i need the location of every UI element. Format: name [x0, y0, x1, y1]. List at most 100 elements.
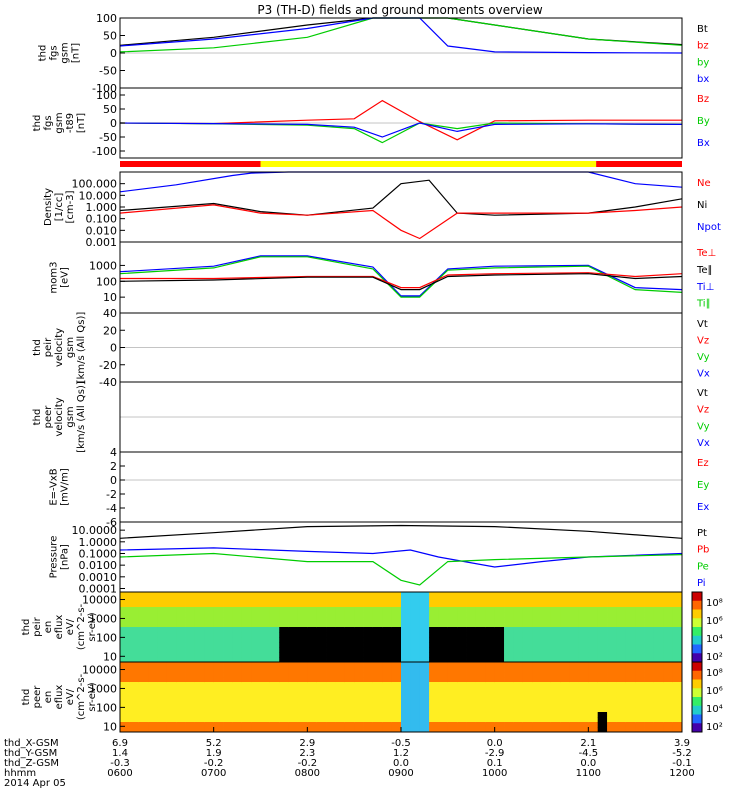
spectrogram-cell [120, 722, 130, 728]
spectrogram-cell [410, 622, 421, 628]
spectrogram-cell [120, 687, 130, 693]
spectrogram-cell [223, 707, 233, 713]
spectrogram-cell [194, 637, 205, 643]
spectrogram-cell [251, 712, 261, 718]
spectrogram-cell [672, 717, 683, 723]
colorbar-label: 10⁸ [706, 668, 723, 679]
spectrogram-cell [344, 672, 355, 678]
spectrogram-cell [419, 632, 430, 638]
spectrogram-cell [504, 657, 514, 663]
spectrogram-cell [588, 672, 599, 678]
spectrogram-cell [335, 727, 346, 733]
spectrogram-cell [578, 607, 589, 613]
spectrogram-cell [213, 642, 224, 648]
spectrogram-cell [391, 597, 402, 603]
spectrogram-cell [447, 612, 458, 618]
spectrogram-cell [176, 697, 186, 703]
spectrogram-cell [513, 702, 524, 708]
spectrogram-cell [550, 707, 561, 713]
spectrogram-cell [635, 632, 645, 638]
spectrogram-cell [279, 612, 289, 618]
spectrogram-cell [485, 682, 496, 688]
spectrogram-cell [213, 682, 224, 688]
spectrogram-cell [223, 717, 233, 723]
spectrogram-cell [653, 592, 664, 598]
spectrogram-cell [597, 692, 608, 698]
spectrogram-cell [653, 702, 664, 708]
spectrogram-cell [157, 657, 168, 663]
spectrogram-cell [635, 677, 645, 683]
spectrogram-cell [597, 707, 608, 713]
spectrogram-cell [475, 632, 486, 638]
spectrogram-cell [419, 617, 430, 623]
y-axis-label: velocity [54, 397, 65, 436]
spectrogram-cell [485, 727, 496, 733]
spectrogram-cell [363, 702, 374, 708]
spectrogram-cell [251, 612, 261, 618]
spectrogram-cell [176, 607, 186, 613]
spectrogram-cell [157, 607, 168, 613]
spectrogram-cell [335, 647, 346, 653]
spectrogram-cell [194, 652, 205, 658]
x-row-value: 1200 [669, 768, 694, 779]
spectrogram-cell [635, 612, 645, 618]
spectrogram-cell [588, 697, 599, 703]
spectrogram-cell [166, 692, 177, 698]
spectrogram-cell [597, 657, 608, 663]
spectrogram-cell [391, 687, 402, 693]
spectrogram-cell [269, 727, 280, 733]
spectrogram-cell [251, 697, 261, 703]
spectrogram-cell [541, 612, 552, 618]
spectrogram-cell [138, 712, 149, 718]
spectrogram-cell [504, 607, 514, 613]
spectrogram-cell [550, 612, 561, 618]
x-row-value: 0.0 [487, 738, 503, 749]
spectrogram-cell [157, 612, 168, 618]
spectrogram-cell [326, 717, 336, 723]
spectrogram-cell [176, 682, 186, 688]
spectrogram-cell [560, 607, 570, 613]
spectrogram-cell [513, 652, 524, 658]
spectrogram-cell [335, 722, 346, 728]
spectrogram-cell [550, 657, 561, 663]
spectrogram-cell [607, 717, 617, 723]
spectrogram-cell [129, 662, 140, 668]
spectrogram-cell [148, 727, 158, 733]
spectrogram-cell [653, 667, 664, 673]
spectrogram-cell [363, 627, 374, 633]
spectrogram-cell [560, 672, 570, 678]
spectrogram-cell [644, 612, 655, 618]
spectrogram-cell [260, 722, 271, 728]
spectrogram-cell [335, 672, 346, 678]
spectrogram-cell [447, 602, 458, 608]
spectrogram-cell [194, 632, 205, 638]
spectrogram-cell [213, 622, 224, 628]
spectrogram-cell [447, 597, 458, 603]
spectrogram-cell [560, 702, 570, 708]
spectrogram-cell [316, 667, 327, 673]
spectrogram-cell [494, 622, 505, 628]
legend-entry: Vx [697, 368, 710, 379]
spectrogram-cell [569, 672, 580, 678]
spectrogram-cell [382, 652, 393, 658]
spectrogram-cell [644, 617, 655, 623]
spectrogram-cell [672, 692, 683, 698]
spectrogram-cell [129, 692, 140, 698]
spectrogram-cell [485, 692, 496, 698]
spectrogram-cell [578, 642, 589, 648]
spectrogram-cell [447, 677, 458, 683]
spectrogram-cell [410, 727, 421, 733]
spectrogram-cell [513, 712, 524, 718]
spectrogram-cell [297, 727, 308, 733]
spectrogram-cell [279, 627, 289, 633]
spectrogram-cell [307, 722, 318, 728]
spectrogram-cell [213, 727, 224, 733]
spectrogram-cell [447, 717, 458, 723]
spectrogram-cell [176, 687, 186, 693]
y-tick-label: 1.0000 [79, 536, 118, 549]
spectrogram-cell [625, 607, 636, 613]
spectrogram-cell [672, 677, 683, 683]
spectrogram-cell [550, 647, 561, 653]
spectrogram-cell [166, 672, 177, 678]
spectrogram-cell [288, 607, 299, 613]
